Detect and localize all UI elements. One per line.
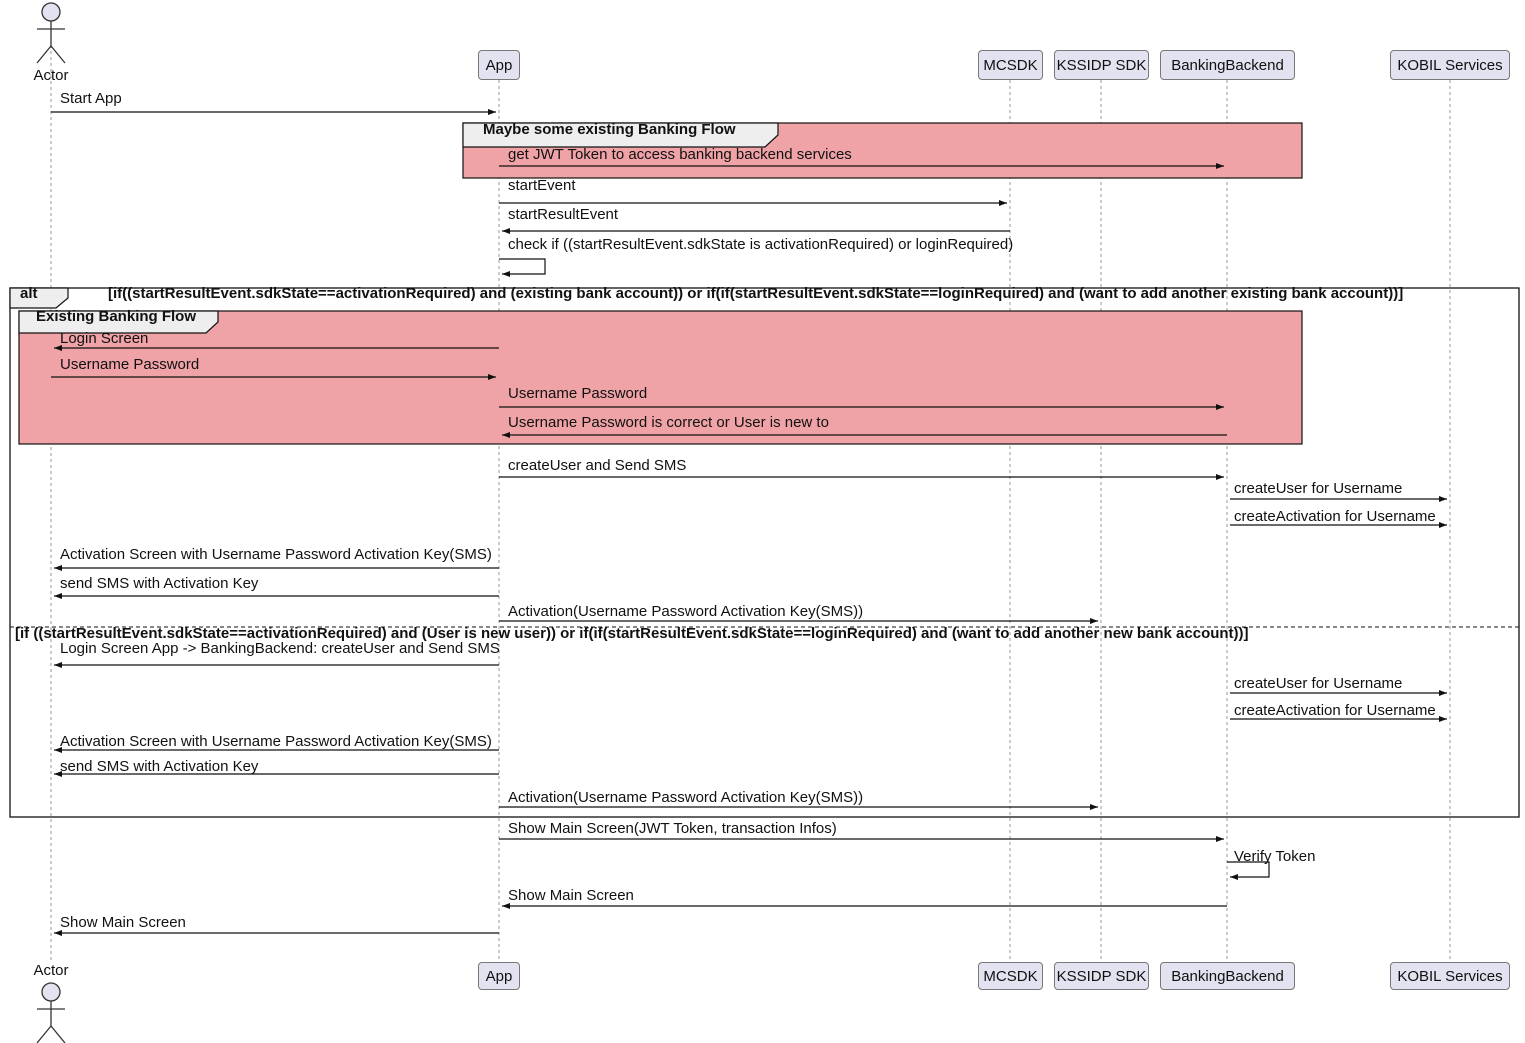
svg-text:Actor: Actor [33, 962, 68, 979]
